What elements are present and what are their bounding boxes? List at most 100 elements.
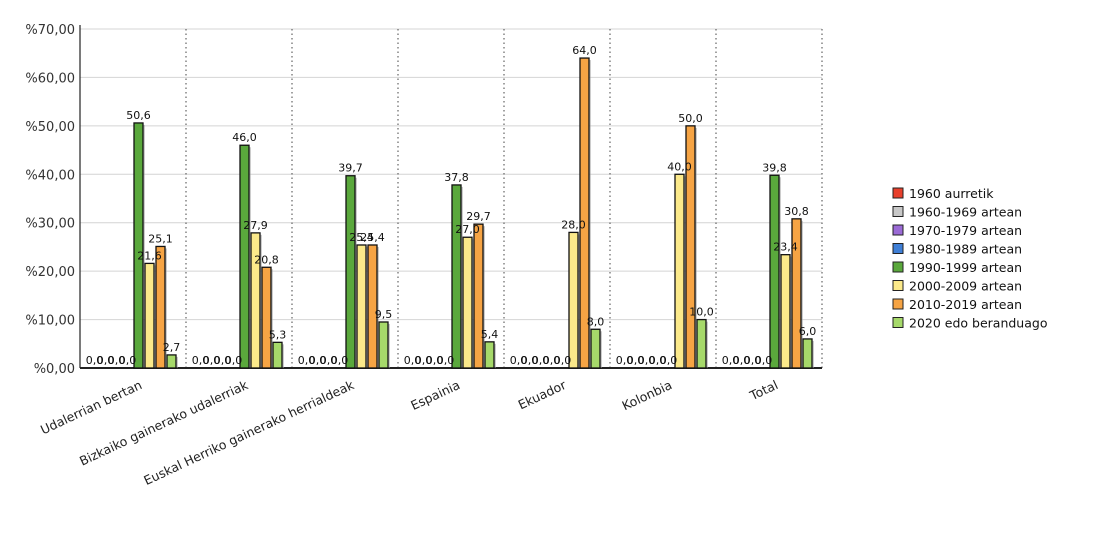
data-label: 46,0 [232, 131, 257, 144]
data-label: 0,0 [214, 354, 232, 367]
data-label: 0,0 [298, 354, 316, 367]
bar [166, 354, 177, 369]
y-tick-label: %70,00 [25, 23, 75, 38]
bar [345, 175, 356, 369]
bar [590, 328, 601, 369]
data-label: 0,0 [755, 354, 773, 367]
legend-label: 1960 aurretik [909, 186, 994, 201]
bar [769, 174, 780, 369]
data-label: 10,0 [689, 306, 714, 319]
bar [579, 57, 590, 369]
legend: 1960 aurretik 1960-1969 artean 1970-1979 a… [892, 186, 1047, 331]
bar [451, 184, 462, 369]
data-label: 23,4 [773, 241, 798, 254]
data-label: 37,8 [444, 171, 469, 184]
legend-label: 1980-1989 artean [909, 242, 1022, 257]
bar [462, 236, 473, 369]
data-label: 0,0 [722, 354, 740, 367]
data-label: 0,0 [554, 354, 572, 367]
legend-label: 2010-2019 artean [909, 297, 1022, 312]
x-tick-label: Espainia [408, 377, 462, 413]
legend-label: 1970-1979 artean [909, 223, 1022, 238]
legend-swatch [892, 261, 904, 273]
bar [239, 144, 250, 369]
data-label: 28,0 [561, 218, 586, 231]
data-label: 5,3 [269, 328, 287, 341]
data-label: 8,0 [587, 315, 605, 328]
y-tick-label: %50,00 [25, 120, 75, 135]
data-label: 0,0 [510, 354, 528, 367]
x-tick-label: Ekuador [516, 377, 569, 413]
data-label: 27,0 [455, 223, 480, 236]
data-label: 0,0 [320, 354, 338, 367]
y-tick-label: %40,00 [25, 168, 75, 183]
bar [791, 218, 802, 369]
legend-swatch [892, 224, 904, 236]
y-tick-label: %20,00 [25, 265, 75, 280]
data-label: 0,0 [404, 354, 422, 367]
bar [133, 122, 144, 369]
data-label: 0,0 [192, 354, 210, 367]
data-label: 30,8 [784, 205, 809, 218]
data-label: 2,7 [163, 341, 181, 354]
data-label-layer: 0,00,00,00,050,621,625,12,70,00,00,00,04… [86, 44, 817, 367]
data-label: 0,0 [616, 354, 634, 367]
bar [356, 244, 367, 369]
bar [568, 231, 579, 369]
data-label: 50,6 [126, 109, 151, 122]
data-label: 40,0 [667, 160, 692, 173]
legend-swatch [892, 317, 904, 328]
data-label: 5,4 [481, 328, 499, 341]
data-label: 6,0 [799, 325, 817, 338]
data-label: 0,0 [331, 354, 349, 367]
bar-layer [133, 57, 814, 369]
bar [272, 341, 283, 369]
bar [378, 321, 389, 369]
bar [696, 318, 707, 369]
data-label: 21,6 [137, 249, 162, 262]
bar [484, 341, 495, 369]
legend-swatch [892, 243, 904, 254]
data-label: 64,0 [572, 44, 597, 57]
x-tick-label: Total [747, 377, 781, 403]
data-label: 0,0 [203, 354, 221, 367]
x-tick-label: Kolonbia [620, 377, 675, 413]
data-label: 0,0 [660, 354, 678, 367]
data-label: 0,0 [638, 354, 656, 367]
data-label: 39,7 [338, 162, 363, 175]
data-label: 0,0 [543, 354, 561, 367]
legend-label: 1990-1999 artean [909, 260, 1022, 275]
data-label: 25,4 [349, 231, 374, 244]
legend-swatch [892, 206, 904, 217]
data-label: 39,8 [762, 161, 787, 174]
data-label: 0,0 [532, 354, 550, 367]
data-label: 0,0 [108, 354, 126, 367]
x-tick-label: Bizkaiko gainerako udalerriak [77, 377, 251, 469]
data-label: 0,0 [426, 354, 444, 367]
y-tick-label: %0,00 [34, 362, 75, 377]
data-label: 0,0 [744, 354, 762, 367]
y-tick-label: %60,00 [25, 71, 75, 86]
legend-swatch [892, 187, 904, 199]
data-label: 0,0 [119, 354, 137, 367]
bar [685, 125, 696, 369]
data-label: 0,0 [437, 354, 455, 367]
data-label: 25,4 [360, 231, 385, 244]
bar [261, 266, 272, 369]
data-label: 50,0 [678, 112, 703, 125]
bar [367, 244, 378, 369]
data-label: 20,8 [254, 253, 279, 266]
bar [473, 223, 484, 369]
legend-label: 2000-2009 artean [909, 279, 1022, 294]
legend-label: 1960-1969 artean [909, 205, 1022, 220]
legend-label: 2020 edo beranduago [909, 316, 1047, 331]
data-label: 0,0 [415, 354, 433, 367]
y-tick-label: %10,00 [25, 314, 75, 329]
data-label: 0,0 [733, 354, 751, 367]
bar [155, 245, 166, 369]
data-label: 0,0 [86, 354, 104, 367]
data-label: 9,5 [375, 308, 393, 321]
grid-layer [80, 28, 823, 368]
data-label: 29,7 [466, 210, 491, 223]
